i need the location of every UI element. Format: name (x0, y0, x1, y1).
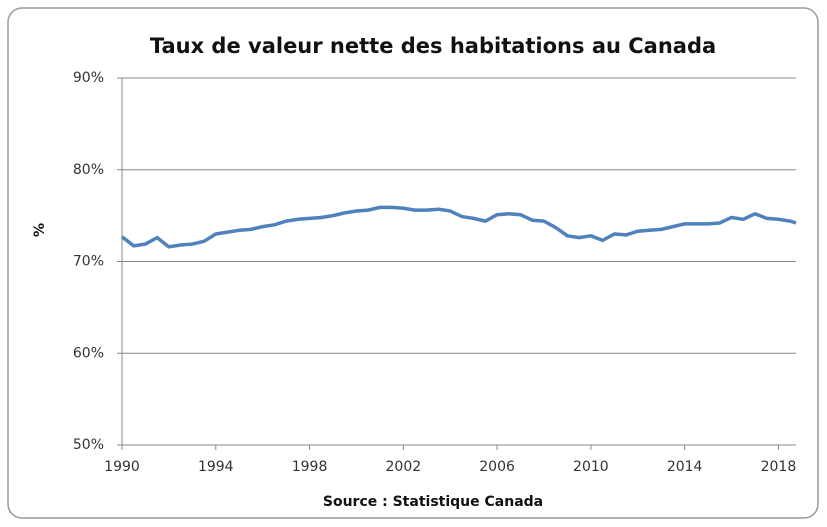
chart-frame (7, 7, 819, 519)
x-tick-label: 2002 (386, 459, 422, 475)
y-tick-label: 50% (73, 437, 104, 453)
y-tick-label: 90% (73, 70, 104, 86)
x-tick-label: 1998 (292, 459, 328, 475)
y-tick-label: 60% (73, 345, 104, 361)
y-tick-label: 70% (73, 254, 104, 270)
y-tick-label: 80% (73, 162, 104, 178)
x-axis-label: Source : Statistique Canada (323, 494, 543, 510)
x-tick-label: 2018 (761, 459, 797, 475)
x-tick-label: 2014 (667, 459, 703, 475)
line-series (120, 205, 797, 249)
chart-title: Taux de valeur nette des habitations au … (150, 34, 716, 58)
x-tick-label: 1994 (198, 459, 234, 475)
x-tick-label: 2010 (573, 459, 609, 475)
y-axis-label: % (32, 223, 48, 237)
x-tick-label: 2006 (479, 459, 515, 475)
x-tick-label: 1990 (104, 459, 140, 475)
